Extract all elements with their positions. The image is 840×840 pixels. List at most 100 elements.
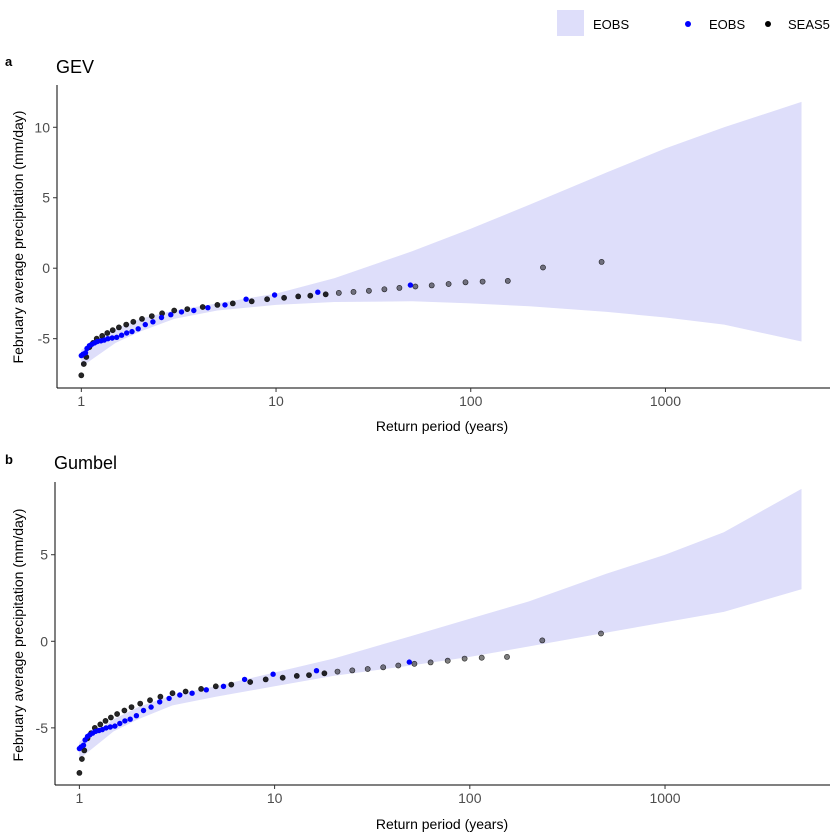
x-tick-label: 10	[268, 393, 284, 409]
ribbon-band	[79, 488, 802, 759]
y-tick-label: 0	[42, 260, 50, 276]
eobs-point	[270, 671, 276, 677]
seas5-point	[157, 693, 164, 700]
eobs-point	[313, 668, 320, 674]
panel-tag-a: a	[5, 54, 13, 69]
eobs-point	[271, 292, 278, 298]
seas5-point	[109, 327, 116, 334]
seas5-point	[80, 361, 87, 367]
seas5-point	[198, 686, 204, 692]
seas5-point	[504, 277, 511, 284]
eobs-point	[140, 707, 147, 714]
seas5-point	[427, 659, 434, 666]
points-layer	[78, 258, 605, 379]
seas5-point	[539, 637, 546, 644]
seas5-point	[212, 683, 219, 690]
seas5-point	[395, 662, 402, 669]
legend-label-eobs-point: EOBS	[709, 17, 745, 32]
eobs-point	[406, 659, 412, 665]
seas5-point	[293, 673, 300, 679]
seas5-point	[182, 688, 189, 695]
eobs-point	[127, 716, 133, 722]
seas5-point	[248, 298, 255, 305]
eobs-point	[118, 332, 125, 338]
eobs-point	[205, 305, 211, 311]
axes-layer: 1 10 100 1000 -5 0 5	[36, 482, 830, 806]
eobs-point	[191, 307, 197, 314]
seas5-point	[334, 668, 341, 675]
eobs-point	[109, 335, 115, 341]
eobs-point	[150, 319, 156, 325]
legend-eobs-point-key	[685, 21, 691, 27]
seas5-point	[279, 674, 286, 681]
y-tick-label: -5	[36, 720, 49, 736]
seas5-point	[598, 258, 605, 265]
seas5-point	[228, 681, 235, 688]
eobs-point	[129, 328, 135, 335]
seas5-point	[247, 679, 254, 685]
eobs-point	[243, 296, 249, 302]
eobs-point	[177, 692, 183, 698]
panel-title-gev: GEV	[56, 57, 94, 77]
panel-tag-b: b	[5, 452, 13, 467]
points-layer	[76, 630, 604, 776]
eobs-point	[222, 302, 228, 308]
seas5-point	[335, 289, 342, 296]
x-tick-label: 1000	[650, 393, 681, 409]
legend: EOBS EOBS SEAS5	[557, 10, 830, 36]
eobs-point	[114, 334, 120, 340]
seas5-point	[102, 718, 109, 724]
seas5-point	[444, 657, 451, 664]
eobs-point	[168, 312, 174, 318]
seas5-point	[114, 711, 120, 717]
seas5-point	[380, 664, 387, 671]
seas5-point	[171, 307, 178, 314]
eobs-point	[117, 720, 123, 727]
eobs-point	[178, 309, 185, 315]
seas5-point	[214, 301, 221, 308]
seas5-point	[137, 700, 144, 707]
seas5-point	[364, 666, 371, 672]
seas5-point	[322, 291, 329, 298]
panel-title-gumbel: Gumbel	[54, 453, 117, 473]
ribbon-layer	[79, 488, 802, 759]
y-tick-label: 5	[40, 547, 48, 563]
seas5-point	[428, 282, 435, 289]
seas5-point	[139, 315, 145, 322]
eobs-point	[107, 724, 114, 730]
seas5-point	[504, 654, 510, 660]
eobs-point	[133, 713, 140, 719]
eobs-point	[166, 695, 172, 702]
eobs-point	[103, 725, 109, 731]
eobs-point	[189, 690, 195, 696]
ribbon-band	[81, 101, 802, 367]
y-axis-title-gev: February average precipitation (mm/day)	[10, 111, 26, 364]
eobs-point	[157, 699, 163, 705]
axes-layer: 1 10 100 1000 -5 0 5 10	[34, 85, 830, 409]
x-tick-label: 1000	[649, 790, 680, 806]
seas5-point	[461, 655, 468, 662]
seas5-point	[295, 293, 302, 300]
legend-label-ribbon: EOBS	[593, 17, 629, 32]
x-tick-label: 10	[267, 790, 283, 806]
panel-gumbel: b Gumbel 1 10 100 1000 -5 0 5 Return period (y…	[5, 452, 830, 832]
legend-ribbon-key	[557, 10, 584, 36]
seas5-point	[128, 704, 135, 710]
eobs-point	[220, 683, 227, 689]
seas5-point	[306, 672, 312, 678]
seas5-point	[148, 313, 155, 319]
legend-seas5-point-key	[765, 21, 771, 27]
eobs-point	[122, 718, 128, 724]
seas5-point	[199, 304, 206, 310]
legend-label-seas5: SEAS5	[788, 17, 830, 32]
seas5-point	[79, 756, 85, 762]
seas5-point	[307, 292, 314, 299]
eobs-point	[407, 282, 414, 288]
seas5-point	[123, 321, 130, 328]
seas5-point	[76, 770, 83, 776]
eobs-point	[80, 742, 87, 748]
y-tick-label: 0	[40, 633, 48, 649]
seas5-point	[262, 676, 269, 683]
eobs-point	[135, 326, 141, 332]
